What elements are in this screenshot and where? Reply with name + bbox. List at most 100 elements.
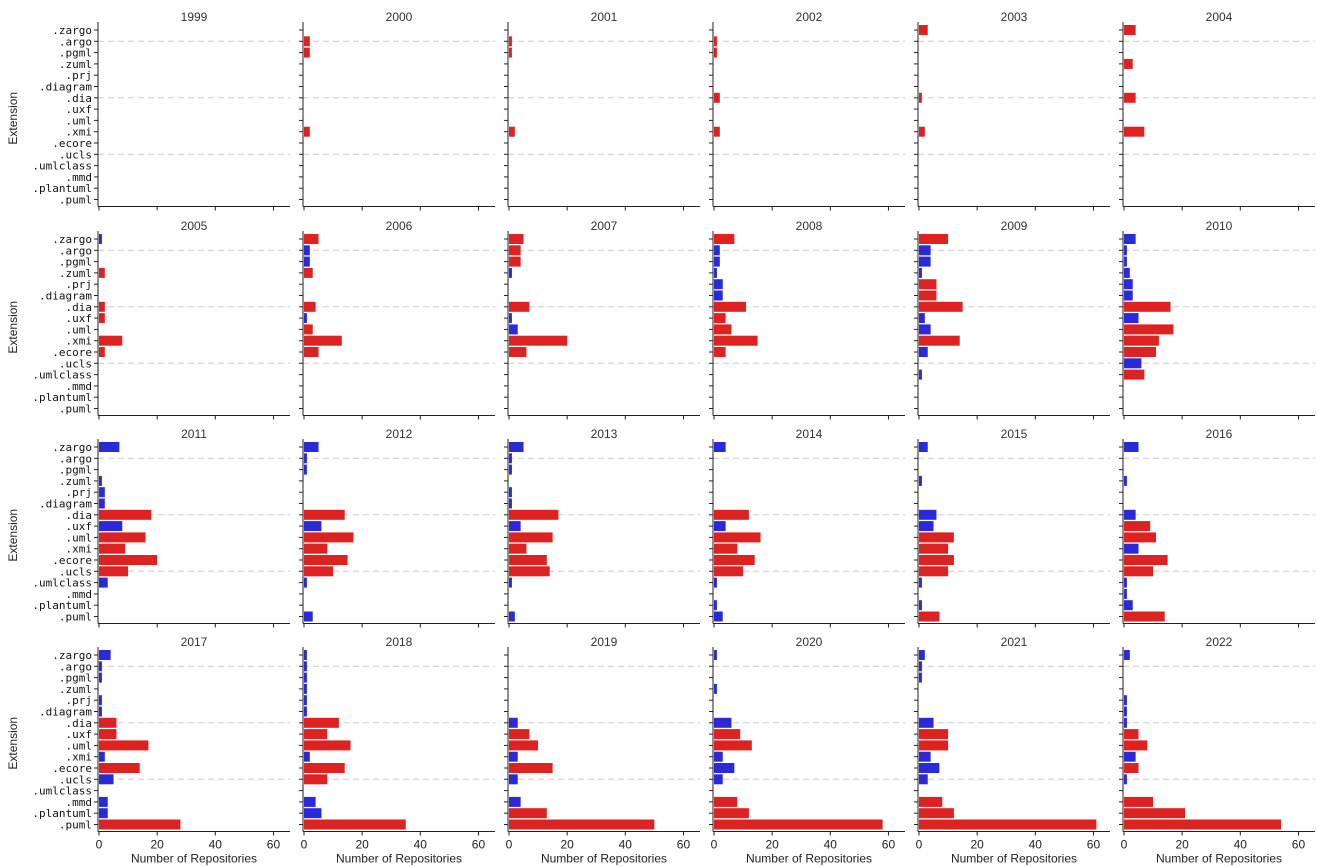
bar-pgml (714, 47, 717, 58)
bar-diagram (1124, 706, 1127, 717)
bar-umlclass (99, 577, 108, 588)
bar-zargo (1124, 650, 1130, 660)
x-tick-label: 60 (472, 838, 486, 852)
bar-xmi (714, 751, 723, 762)
bar-dia (99, 509, 152, 520)
panel-2005: 2005 .zargo.argo.pgml.zuml.prj.diagram.di… (6, 219, 290, 420)
bar-umlclass (1124, 369, 1145, 380)
bar-zuml (919, 475, 922, 486)
bar-ecore (919, 555, 954, 565)
bar-ecore (509, 555, 547, 565)
bar-ucls (1124, 358, 1142, 369)
extension-tick-label: .diagram (39, 290, 92, 303)
bar-ucls (919, 774, 928, 785)
bar-zuml (714, 267, 717, 278)
panel-title: 2006 (386, 219, 413, 233)
extension-tick-label: .argo (59, 244, 92, 257)
bar-plantuml (714, 808, 749, 819)
bar-mmd (714, 796, 738, 807)
extension-tick-label: .pgml (59, 47, 92, 60)
bar-puml (509, 819, 655, 830)
panel-title: 1999 (181, 10, 208, 24)
bar-puml (509, 611, 515, 622)
bar-umlclass (509, 577, 512, 588)
extension-tick-label: .argo (59, 35, 92, 48)
bar-plantuml (99, 808, 108, 819)
extension-tick-label: .plantuml (32, 599, 92, 612)
extension-tick-label: .pgml (59, 256, 92, 269)
extension-tick-label: .diagram (39, 81, 92, 94)
bar-zargo (1124, 442, 1139, 452)
panel-2011: 2011 .zargo.argo.pgml.zuml.prj.diagram.di… (6, 427, 290, 628)
bar-mmd (1124, 588, 1127, 599)
bar-uxf (304, 521, 322, 532)
bar-diagram (1124, 290, 1133, 301)
panel-2009: 2009 (914, 219, 1110, 420)
extension-tick-label: .argo (59, 660, 92, 673)
bar-dia (99, 301, 105, 312)
bar-zuml (99, 475, 102, 486)
bar-uxf (509, 313, 512, 324)
bar-pgml (919, 256, 931, 267)
y-axis-title: Extension (6, 717, 20, 770)
panel-title: 2022 (1206, 635, 1233, 649)
bar-argo (509, 453, 512, 464)
bar-dia (304, 509, 345, 520)
extension-tick-label: .uml (66, 323, 93, 336)
bar-prj (919, 279, 937, 290)
bar-zargo (714, 234, 735, 244)
panel-2007: 2007 (504, 219, 700, 420)
bar-argo (304, 245, 310, 256)
bar-ecore (99, 555, 158, 565)
bar-pgml (919, 672, 922, 683)
bar-ecore (919, 347, 928, 357)
bar-ucls (304, 774, 328, 785)
extension-tick-label: .pgml (59, 672, 92, 685)
bar-umlclass (304, 577, 307, 588)
extension-tick-label: .zuml (59, 683, 92, 696)
x-tick-label: 0 (506, 838, 513, 852)
bar-uxf (919, 313, 925, 324)
panel-title: 2007 (591, 219, 618, 233)
bar-argo (714, 245, 720, 256)
x-axis-title: Number of Repositories (541, 852, 667, 866)
y-axis-title: Extension (6, 509, 20, 562)
x-tick-label: 20 (560, 838, 574, 852)
bar-ecore (1124, 763, 1139, 773)
x-tick-label: 40 (619, 838, 633, 852)
bar-zargo (919, 650, 925, 660)
bar-ecore (509, 347, 527, 357)
bar-pgml (99, 672, 102, 683)
extension-tick-label: .xmi (66, 335, 93, 348)
panel-title: 2000 (386, 10, 413, 24)
bar-pgml (304, 464, 307, 475)
bar-dia (714, 92, 720, 103)
bar-pgml (509, 256, 521, 267)
bar-uxf (1124, 313, 1139, 324)
bar-xmi (304, 543, 328, 554)
bar-umlclass (919, 369, 922, 380)
bar-uxf (919, 521, 934, 532)
x-tick-label: 60 (1087, 838, 1101, 852)
panel-title: 2013 (591, 427, 618, 441)
bar-ecore (304, 347, 319, 357)
x-tick-label: 20 (765, 838, 779, 852)
bar-pgml (714, 256, 720, 267)
bar-argo (919, 661, 922, 672)
bar-xmi (304, 751, 310, 762)
extension-tick-label: .ecore (52, 762, 92, 775)
bar-ecore (714, 555, 755, 565)
bar-zuml (1124, 475, 1127, 486)
extension-tick-label: .ecore (52, 137, 92, 150)
x-tick-label: 40 (209, 838, 223, 852)
bar-mmd (1124, 796, 1154, 807)
extension-tick-label: .ucls (59, 773, 92, 786)
bar-uml (304, 324, 313, 335)
bar-prj (1124, 695, 1127, 706)
extension-tick-label: .zuml (59, 267, 92, 280)
bar-puml (714, 611, 723, 622)
bar-argo (1124, 245, 1127, 256)
x-tick-label: 20 (355, 838, 369, 852)
extension-tick-label: .plantuml (32, 807, 92, 820)
bar-xmi (919, 126, 925, 137)
